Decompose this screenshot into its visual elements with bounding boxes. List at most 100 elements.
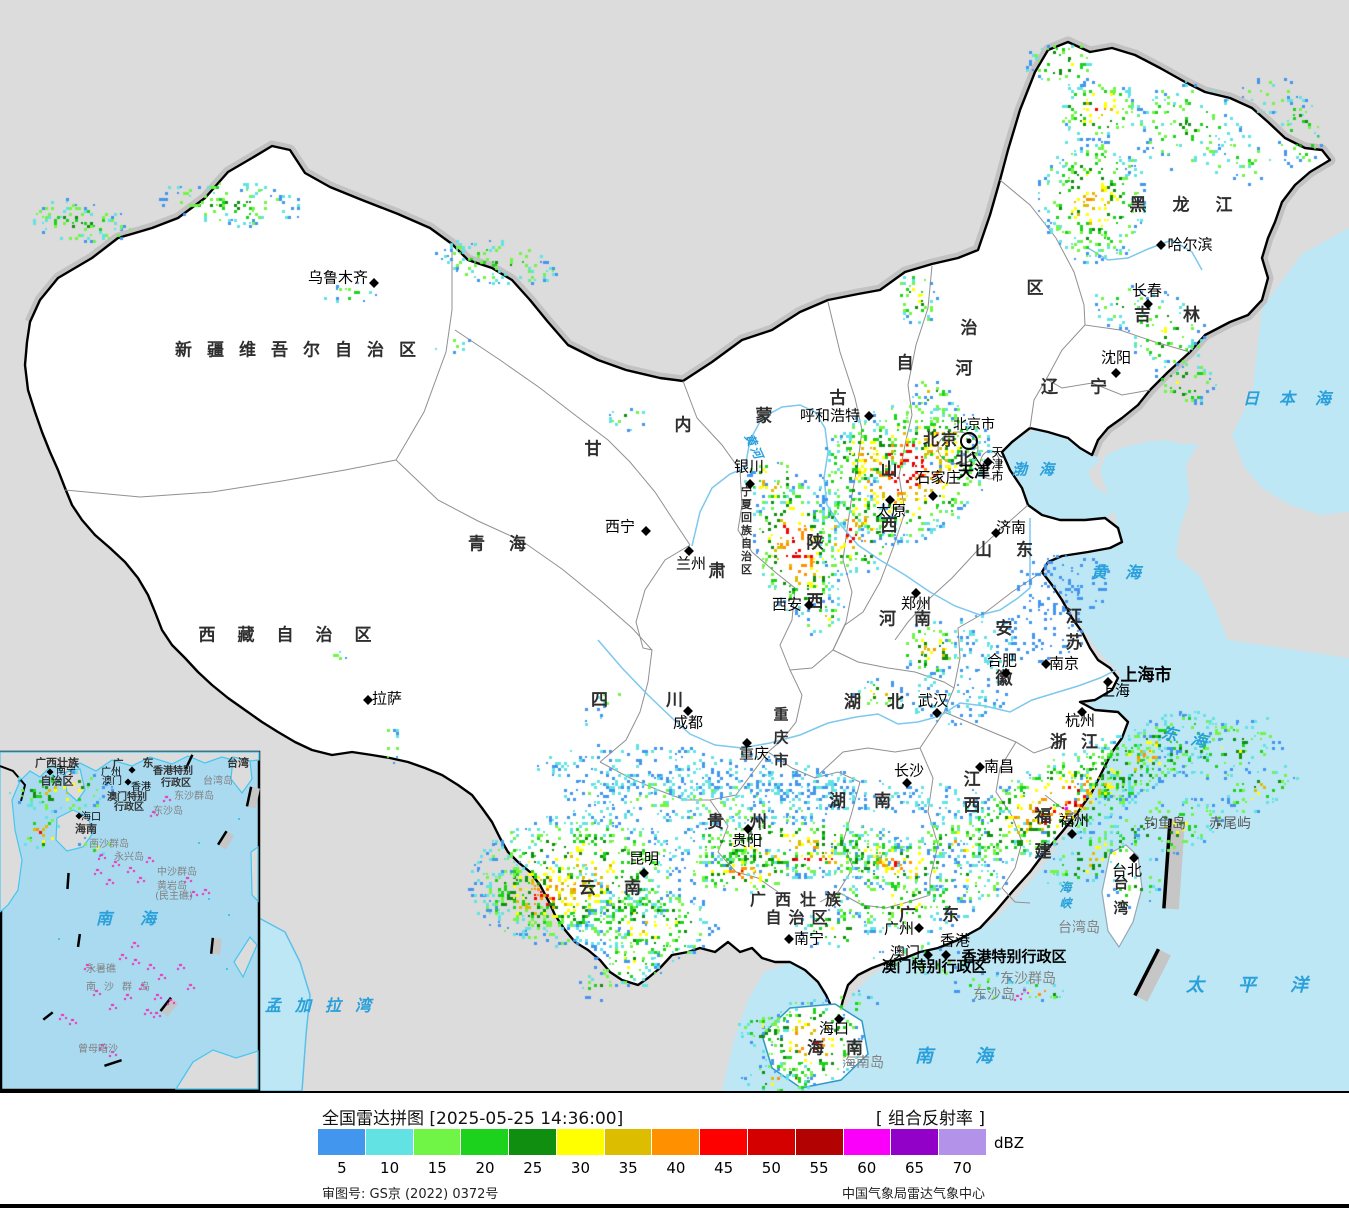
- colorbar-tick: 35: [618, 1159, 638, 1177]
- inset-label: 西沙群岛: [89, 839, 129, 850]
- colorbar-cell-40: [652, 1129, 700, 1155]
- inset-label: 行政区: [161, 778, 191, 789]
- province-label: 区: [1026, 278, 1044, 299]
- island-label: 东沙岛: [973, 987, 1015, 1003]
- sea-label: 孟加拉湾: [264, 996, 386, 1015]
- inset-city-label: 南宁: [56, 766, 76, 777]
- province-label: 台湾: [1111, 875, 1130, 925]
- sea-label: 太平洋: [1186, 975, 1342, 996]
- city-label: 海口: [818, 1019, 850, 1038]
- colorbar-tick: 45: [714, 1159, 734, 1177]
- province-label: 河南: [879, 609, 949, 630]
- province-label: 青海: [468, 534, 550, 555]
- inset-label: 东: [142, 756, 154, 770]
- inset-label: 永兴岛: [114, 852, 144, 863]
- colorbar-cell-45: [700, 1129, 748, 1155]
- province-label: 吉林: [1134, 305, 1232, 326]
- city-label: 西安: [771, 595, 803, 614]
- city-marker: [369, 278, 379, 288]
- province-label: 山东: [975, 540, 1057, 561]
- province-label: 湖北: [844, 692, 930, 713]
- radar-echo-layer: [0, 0, 1349, 1091]
- province-label: 安徽: [991, 619, 1012, 719]
- inset-label: 自治区: [40, 774, 74, 788]
- reflectivity-colorbar: [318, 1129, 986, 1155]
- inset-label: 行政区: [114, 802, 144, 813]
- province-label: 广东: [899, 905, 985, 926]
- sea-label: 海峡: [1058, 881, 1072, 913]
- colorbar-cell-20: [461, 1129, 509, 1155]
- sea-label: 南海: [915, 1046, 1035, 1067]
- sea-label: 黄海: [1090, 563, 1160, 582]
- island-label: 东沙群岛: [1000, 971, 1056, 987]
- map-title: 全国雷达拼图 [2025-05-25 14:36:00]: [322, 1109, 624, 1129]
- city-label: 重庆: [738, 744, 770, 763]
- colorbar-cell-60: [843, 1129, 891, 1155]
- city-label: 昆明: [628, 849, 660, 868]
- city-label: 乌鲁木齐: [307, 268, 369, 287]
- city-marker: [639, 868, 649, 878]
- inset-label: 台湾: [227, 756, 249, 770]
- colorbar-cell-5: [318, 1129, 365, 1155]
- province-label: 治: [960, 318, 978, 339]
- colorbar-tick: 30: [570, 1159, 590, 1177]
- colorbar-tick: 60: [857, 1159, 877, 1177]
- region-label: 澳门特别行政区: [881, 957, 987, 976]
- province-label: 西藏自治区: [198, 625, 394, 646]
- colorbar-cell-25: [509, 1129, 556, 1155]
- inset-label: 海南: [75, 822, 97, 836]
- city-label: 天津: [957, 462, 991, 481]
- inset-label: 台湾岛: [203, 776, 233, 787]
- city-label: 福州: [1058, 811, 1090, 830]
- inset-label: 中沙群岛: [157, 867, 197, 878]
- city-marker: [1156, 240, 1166, 250]
- city-label: 天津市: [990, 446, 1004, 482]
- colorbar-cell-30: [556, 1129, 604, 1155]
- map-labels-layer: 新疆维吾尔自治区 西藏自治区 青海甘肃内蒙古自治区黑龙江 吉林 辽宁 河北 山西 山东 河南 江苏…: [0, 0, 1349, 1091]
- province-label: 重庆市: [771, 706, 790, 776]
- capital-marker: [960, 432, 978, 450]
- island-label: 钓鱼岛: [1144, 816, 1186, 832]
- province-label: 自: [896, 353, 914, 374]
- city-label: 成都: [672, 713, 704, 732]
- city-label: 石家庄: [915, 468, 961, 487]
- province-label: 宁夏回族自治区: [739, 485, 753, 577]
- approval-number: 审图号: GS京 (2022) 0372号: [322, 1187, 499, 1202]
- city-marker: [902, 778, 912, 788]
- province-label: 陕西: [802, 533, 823, 651]
- province-label: 浙江: [1050, 732, 1112, 753]
- inset-label: 澳门特别: [107, 792, 147, 803]
- inset-label: 广: [112, 757, 124, 771]
- city-label: 武汉: [917, 691, 949, 710]
- inset-label: 东沙群岛: [174, 791, 214, 802]
- inset-label: (民主礁): [155, 891, 193, 902]
- province-label: 新疆维吾尔自治区: [175, 340, 431, 361]
- province-label: 湖南: [829, 791, 919, 812]
- province-label: 古: [829, 388, 847, 409]
- city-label: 上海: [1099, 681, 1131, 700]
- province-label: 贵州: [707, 812, 793, 833]
- island-label: 赤尾屿: [1209, 816, 1251, 832]
- city-label: 郑州: [900, 594, 932, 613]
- province-label: 北京: [922, 430, 960, 449]
- colorbar-tick: 5: [337, 1159, 347, 1177]
- province-label: 辽宁: [1041, 377, 1139, 398]
- city-label: 上海市: [1120, 665, 1172, 686]
- province-label: 海南: [807, 1038, 885, 1059]
- colorbar-tick: 50: [761, 1159, 781, 1177]
- colorbar-cell-55: [795, 1129, 843, 1155]
- inset-city-label: 海口: [81, 812, 101, 823]
- city-label: 哈尔滨: [1167, 235, 1213, 254]
- inset-label: 曾母暗沙: [78, 1044, 118, 1055]
- city-label: 长沙: [893, 761, 925, 780]
- inset-label: 永暑礁: [86, 964, 116, 975]
- colorbar-ticks: 5 10 15 20 25 30 35 40 45 50 55 60 65 70: [318, 1159, 986, 1177]
- city-label: 银川: [733, 457, 765, 476]
- product-label: [ 组合反射率 ]: [875, 1109, 985, 1129]
- province-label: 肃: [708, 561, 726, 582]
- province-label: 广西壮族: [749, 890, 851, 909]
- province-label: 四川: [591, 690, 741, 711]
- city-label: 北京市: [953, 417, 995, 433]
- province-label: 河北: [951, 359, 972, 541]
